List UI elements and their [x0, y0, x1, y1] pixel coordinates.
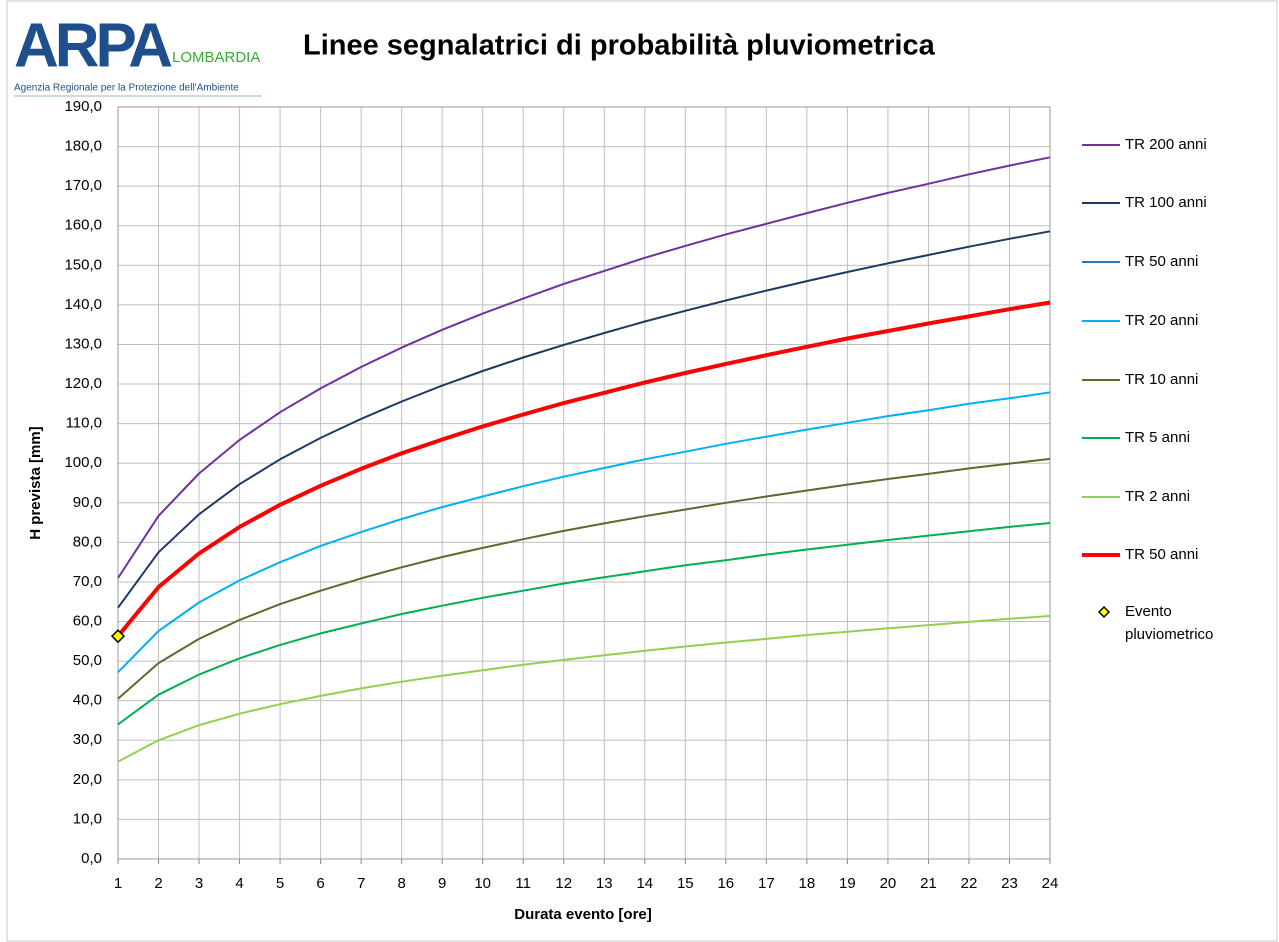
x-tick-label: 20 — [880, 875, 897, 892]
legend-label: TR 2 anni — [1125, 488, 1191, 505]
x-tick-label: 16 — [717, 875, 734, 892]
series-line — [117, 230, 1051, 609]
series-line — [117, 457, 1051, 700]
x-tick-label: 18 — [799, 875, 816, 892]
y-tick-label: 40,0 — [73, 692, 102, 709]
y-tick-label: 130,0 — [64, 335, 102, 352]
legend-label: TR 50 anni — [1125, 546, 1199, 563]
x-tick-label: 14 — [636, 875, 653, 892]
y-tick-label: 50,0 — [73, 652, 102, 669]
y-tick-label: 110,0 — [66, 415, 102, 432]
x-tick-label: 10 — [474, 875, 491, 892]
y-tick-label: 70,0 — [73, 573, 102, 590]
x-tick-label: 3 — [195, 875, 203, 892]
legend-label: Evento pluviometrico — [1125, 603, 1214, 643]
y-tick-label: 30,0 — [73, 731, 102, 748]
y-tick-label: 20,0 — [73, 771, 102, 788]
y-tick-label: 90,0 — [73, 494, 102, 511]
legend-label: TR 100 anni — [1125, 194, 1207, 211]
x-axis-title: Durata evento [ore] — [514, 906, 652, 923]
x-tick-label: 9 — [438, 875, 446, 892]
x-tick-label: 15 — [677, 875, 694, 892]
logo-mark: ARPA — [14, 11, 172, 80]
y-tick-label: 60,0 — [73, 612, 102, 629]
series-line — [117, 615, 1051, 763]
series-line — [117, 391, 1051, 673]
y-tick-label: 160,0 — [64, 217, 102, 234]
y-axis-title: H prevista [mm] — [27, 426, 44, 539]
legend-label: TR 50 anni — [1125, 253, 1199, 270]
legend-label: TR 10 anni — [1125, 371, 1199, 388]
y-tick-label: 140,0 — [64, 296, 102, 313]
y-tick-label: 150,0 — [64, 256, 102, 273]
y-tick-label: 10,0 — [73, 810, 102, 827]
frame — [6, 0, 1278, 942]
x-tick-label: 7 — [357, 875, 365, 892]
y-tick-label: 180,0 — [64, 138, 102, 155]
x-tick-label: 19 — [839, 875, 856, 892]
logo-subtitle: Agenzia Regionale per la Protezione dell… — [14, 83, 239, 94]
series-line — [117, 156, 1051, 579]
series-line — [116, 300, 1051, 638]
x-tick-label: 23 — [1001, 875, 1018, 892]
x-tick-label: 2 — [154, 875, 162, 892]
x-tick-label: 5 — [276, 875, 284, 892]
chart-title: Linee segnalatrici di probabilità pluvio… — [303, 30, 936, 62]
y-tick-label: 0,0 — [81, 850, 102, 867]
y-tick-label: 120,0 — [64, 375, 102, 392]
event-marker — [110, 629, 126, 644]
x-tick-label: 22 — [961, 875, 978, 892]
plot-border — [117, 106, 1051, 860]
x-tick-label: 6 — [316, 875, 324, 892]
y-tick-label: 170,0 — [64, 177, 102, 194]
x-tick-label: 21 — [920, 875, 937, 892]
x-tick-label: 12 — [555, 875, 572, 892]
y-tick-label: 100,0 — [64, 454, 102, 471]
x-tick-label: 24 — [1042, 875, 1059, 892]
legend-label: TR 200 anni — [1125, 136, 1207, 153]
x-tick-label: 1 — [114, 875, 122, 892]
x-tick-label: 17 — [758, 875, 775, 892]
y-tick-label: 190,0 — [64, 98, 102, 115]
x-tick-label: 4 — [235, 875, 243, 892]
x-tick-label: 11 — [515, 875, 531, 892]
legend-marker — [1097, 605, 1111, 619]
y-tick-label: 80,0 — [73, 533, 102, 550]
logo-name: LOMBARDIA — [172, 49, 260, 66]
legend-label: TR 5 anni — [1125, 429, 1191, 446]
x-tick-label: 8 — [397, 875, 405, 892]
legend-label: TR 20 anni — [1125, 312, 1199, 329]
series-line — [117, 522, 1051, 726]
x-tick-label: 13 — [596, 875, 613, 892]
